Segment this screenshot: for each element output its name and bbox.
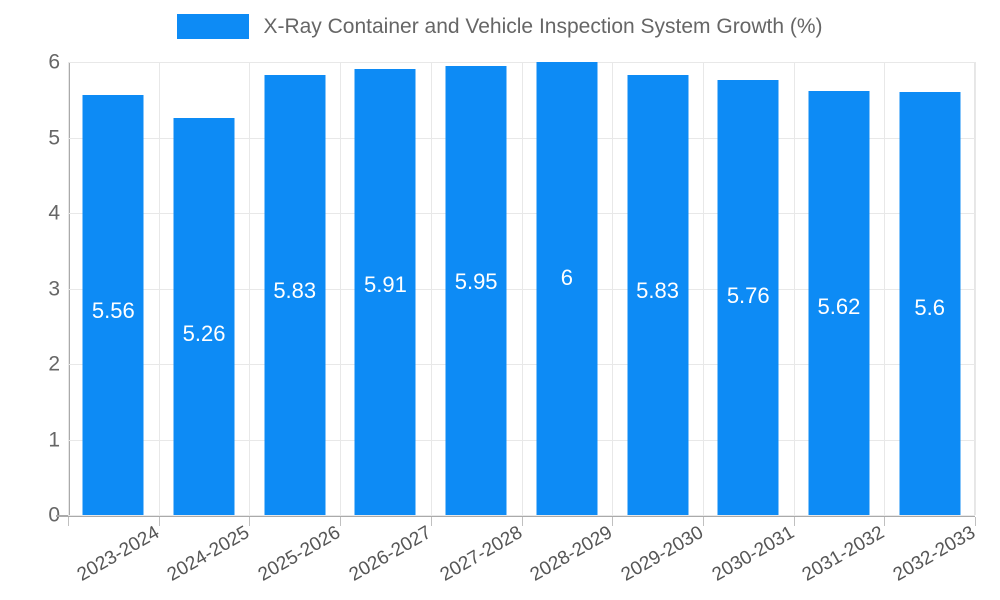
x-axis-tick-mark bbox=[703, 517, 704, 526]
bar[interactable] bbox=[173, 117, 235, 515]
x-axis-tick-label: 2026-2027 bbox=[345, 522, 435, 586]
x-axis-tick-mark bbox=[159, 517, 160, 526]
bar[interactable] bbox=[808, 90, 870, 515]
y-axis-tick-label: 0 bbox=[48, 503, 60, 527]
bar-slot: 5.95 bbox=[431, 62, 522, 515]
x-axis-tick-label: 2027-2028 bbox=[436, 522, 526, 586]
gridline-vertical bbox=[975, 62, 976, 515]
chart-legend: X-Ray Container and Vehicle Inspection S… bbox=[0, 14, 1000, 39]
bar-value-label: 5.95 bbox=[454, 268, 498, 294]
bar-slot: 5.83 bbox=[249, 62, 340, 515]
bar-value-label: 5.83 bbox=[636, 277, 679, 303]
y-axis-tick-label: 1 bbox=[48, 428, 60, 451]
x-axis-tick-mark bbox=[522, 517, 523, 526]
gridline-horizontal bbox=[68, 288, 975, 290]
gridline-horizontal bbox=[68, 364, 975, 365]
bar-value-label: 5.56 bbox=[91, 298, 135, 324]
x-axis-tick-mark bbox=[884, 517, 885, 526]
y-axis-labels: 0 1 2 3 4 5 6 bbox=[0, 52, 60, 526]
gridline-vertical bbox=[703, 62, 704, 515]
x-axis-tick-label: 2030-2031 bbox=[708, 522, 798, 586]
bar[interactable] bbox=[354, 68, 416, 515]
x-axis-tick-label: 2028-2029 bbox=[526, 522, 617, 586]
bar[interactable] bbox=[536, 62, 598, 515]
bar[interactable] bbox=[717, 80, 779, 515]
y-axis-tick-label: 4 bbox=[48, 201, 60, 225]
gridline-vertical bbox=[522, 62, 523, 515]
gridline-vertical bbox=[340, 62, 341, 515]
x-axis-tick-mark bbox=[612, 517, 613, 526]
bar[interactable] bbox=[899, 92, 961, 515]
bar-slot: 5.56 bbox=[68, 62, 159, 515]
x-axis-tick-label: 2023-2024 bbox=[73, 522, 163, 586]
gridline-vertical bbox=[794, 62, 795, 515]
legend-swatch-icon[interactable] bbox=[177, 14, 250, 39]
gridline-vertical bbox=[159, 62, 160, 515]
bar-value-label: 5.76 bbox=[726, 283, 770, 309]
bar-value-label: 5.62 bbox=[817, 293, 861, 319]
gridline-vertical bbox=[68, 62, 69, 515]
x-axis-tick-label: 2025-2026 bbox=[254, 522, 345, 586]
gridline-horizontal bbox=[68, 213, 975, 214]
bar-slot: 5.76 bbox=[703, 62, 794, 515]
y-axis-tick-label: 5 bbox=[48, 126, 60, 149]
x-axis-tick-label: 2032-2033 bbox=[889, 522, 979, 586]
bar[interactable] bbox=[627, 74, 689, 515]
x-axis-tick-mark bbox=[975, 517, 976, 526]
legend-label[interactable]: X-Ray Container and Vehicle Inspection S… bbox=[263, 15, 823, 38]
x-axis-tick-mark bbox=[68, 517, 69, 526]
bar-value-label: 5.26 bbox=[182, 320, 226, 346]
bar[interactable] bbox=[82, 95, 144, 515]
bar-slot: 5.62 bbox=[794, 62, 885, 515]
x-axis-tick-label: 2031-2032 bbox=[799, 522, 889, 586]
gridline-horizontal bbox=[68, 137, 975, 139]
y-axis-tick-label: 3 bbox=[48, 277, 60, 300]
x-axis-tick-label: 2029-2030 bbox=[617, 522, 707, 586]
x-axis-tick-mark bbox=[340, 517, 341, 526]
y-axis-tick-label: 6 bbox=[48, 50, 60, 74]
gridline-horizontal bbox=[68, 439, 975, 441]
gridline-vertical bbox=[884, 62, 885, 515]
bar[interactable] bbox=[264, 74, 326, 515]
bar-slot: 5.6 bbox=[884, 62, 975, 515]
bar-value-label: 5.6 bbox=[914, 295, 945, 321]
bar-slot: 5.83 bbox=[612, 62, 703, 515]
plot-area: 5.56 5.26 5.83 5.91 5.95 6 5.83 5.76 5.62 5.6 bbox=[68, 62, 976, 516]
y-axis-tick-label: 2 bbox=[48, 352, 60, 376]
gridline-horizontal bbox=[68, 515, 975, 516]
bar-slot: 5.26 bbox=[159, 62, 250, 515]
x-axis-tick-label: 2024-2025 bbox=[164, 522, 254, 586]
x-axis-tick-mark bbox=[431, 517, 432, 526]
bar-value-label: 6 bbox=[560, 265, 573, 290]
bar-slot: 5.91 bbox=[340, 62, 431, 515]
gridline-vertical bbox=[249, 62, 250, 515]
x-axis-tick-mark bbox=[249, 517, 250, 526]
bar-slot: 6 bbox=[522, 62, 613, 515]
gridline-horizontal bbox=[68, 62, 975, 63]
x-axis-tick-mark bbox=[794, 517, 795, 526]
bar-value-label: 5.83 bbox=[273, 277, 317, 303]
gridline-vertical bbox=[612, 62, 613, 515]
x-axis-line bbox=[56, 515, 975, 517]
bar-value-label: 5.91 bbox=[364, 271, 407, 297]
bar[interactable] bbox=[445, 65, 507, 515]
gridline-vertical bbox=[431, 62, 432, 515]
